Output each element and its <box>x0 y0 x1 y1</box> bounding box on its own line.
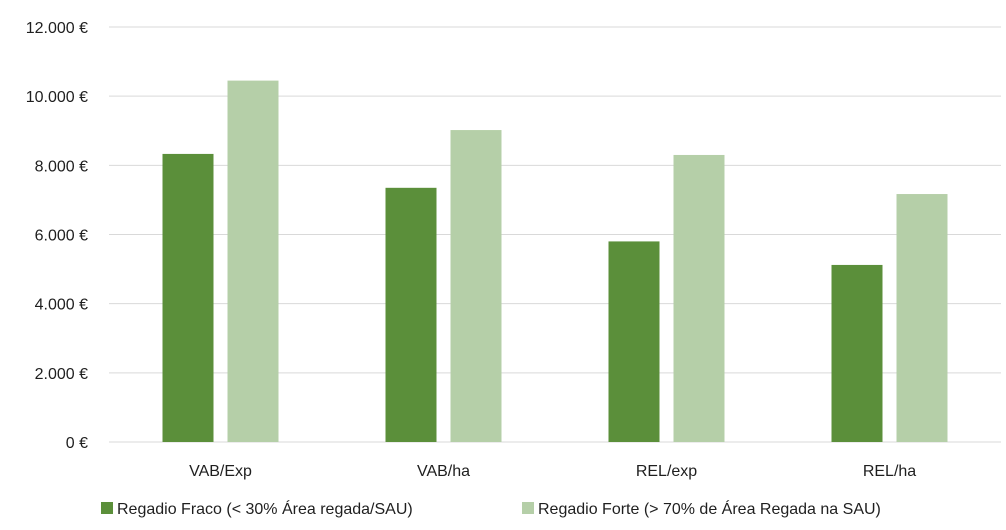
y-axis-tick-labels: 0 € 2.000 € 4.000 € 6.000 € 8.000 € 10.000 € 1… <box>26 20 88 452</box>
bar-series-2-rel-exp <box>673 154 725 443</box>
legend-label-series-1: Regadio Fraco (< 30% Área regada/SAU) <box>117 499 413 518</box>
bar-series-1-rel-ha <box>831 264 883 442</box>
x-category-label: REL/ha <box>863 463 916 480</box>
x-category-label: REL/exp <box>636 463 697 480</box>
bar-series-2-rel-ha <box>896 194 948 442</box>
bar-series-2-vab-exp <box>227 80 279 443</box>
bar-series-1-vab-ha <box>385 187 437 442</box>
legend-swatch-series-1 <box>101 502 113 514</box>
bar-series-1-rel-exp <box>608 241 660 442</box>
y-tick-label: 12.000 € <box>26 20 88 37</box>
y-tick-label: 2.000 € <box>35 366 88 383</box>
x-category-label: VAB/Exp <box>189 463 252 480</box>
legend-swatch-series-2 <box>522 502 534 514</box>
x-axis-category-labels: VAB/Exp VAB/ha REL/exp REL/ha <box>189 463 916 480</box>
y-tick-label: 10.000 € <box>26 89 88 106</box>
y-tick-label: 6.000 € <box>35 228 88 245</box>
bars <box>162 80 948 443</box>
y-tick-label: 0 € <box>66 435 88 452</box>
y-tick-label: 8.000 € <box>35 158 88 175</box>
legend: Regadio Fraco (< 30% Área regada/SAU) Reg… <box>101 499 881 518</box>
bar-series-2-vab-ha <box>450 130 502 442</box>
legend-label-series-2: Regadio Forte (> 70% de Área Regada na S… <box>538 499 881 518</box>
y-tick-label: 4.000 € <box>35 297 88 314</box>
x-category-label: VAB/ha <box>417 463 470 480</box>
bar-series-1-vab-exp <box>162 153 214 442</box>
